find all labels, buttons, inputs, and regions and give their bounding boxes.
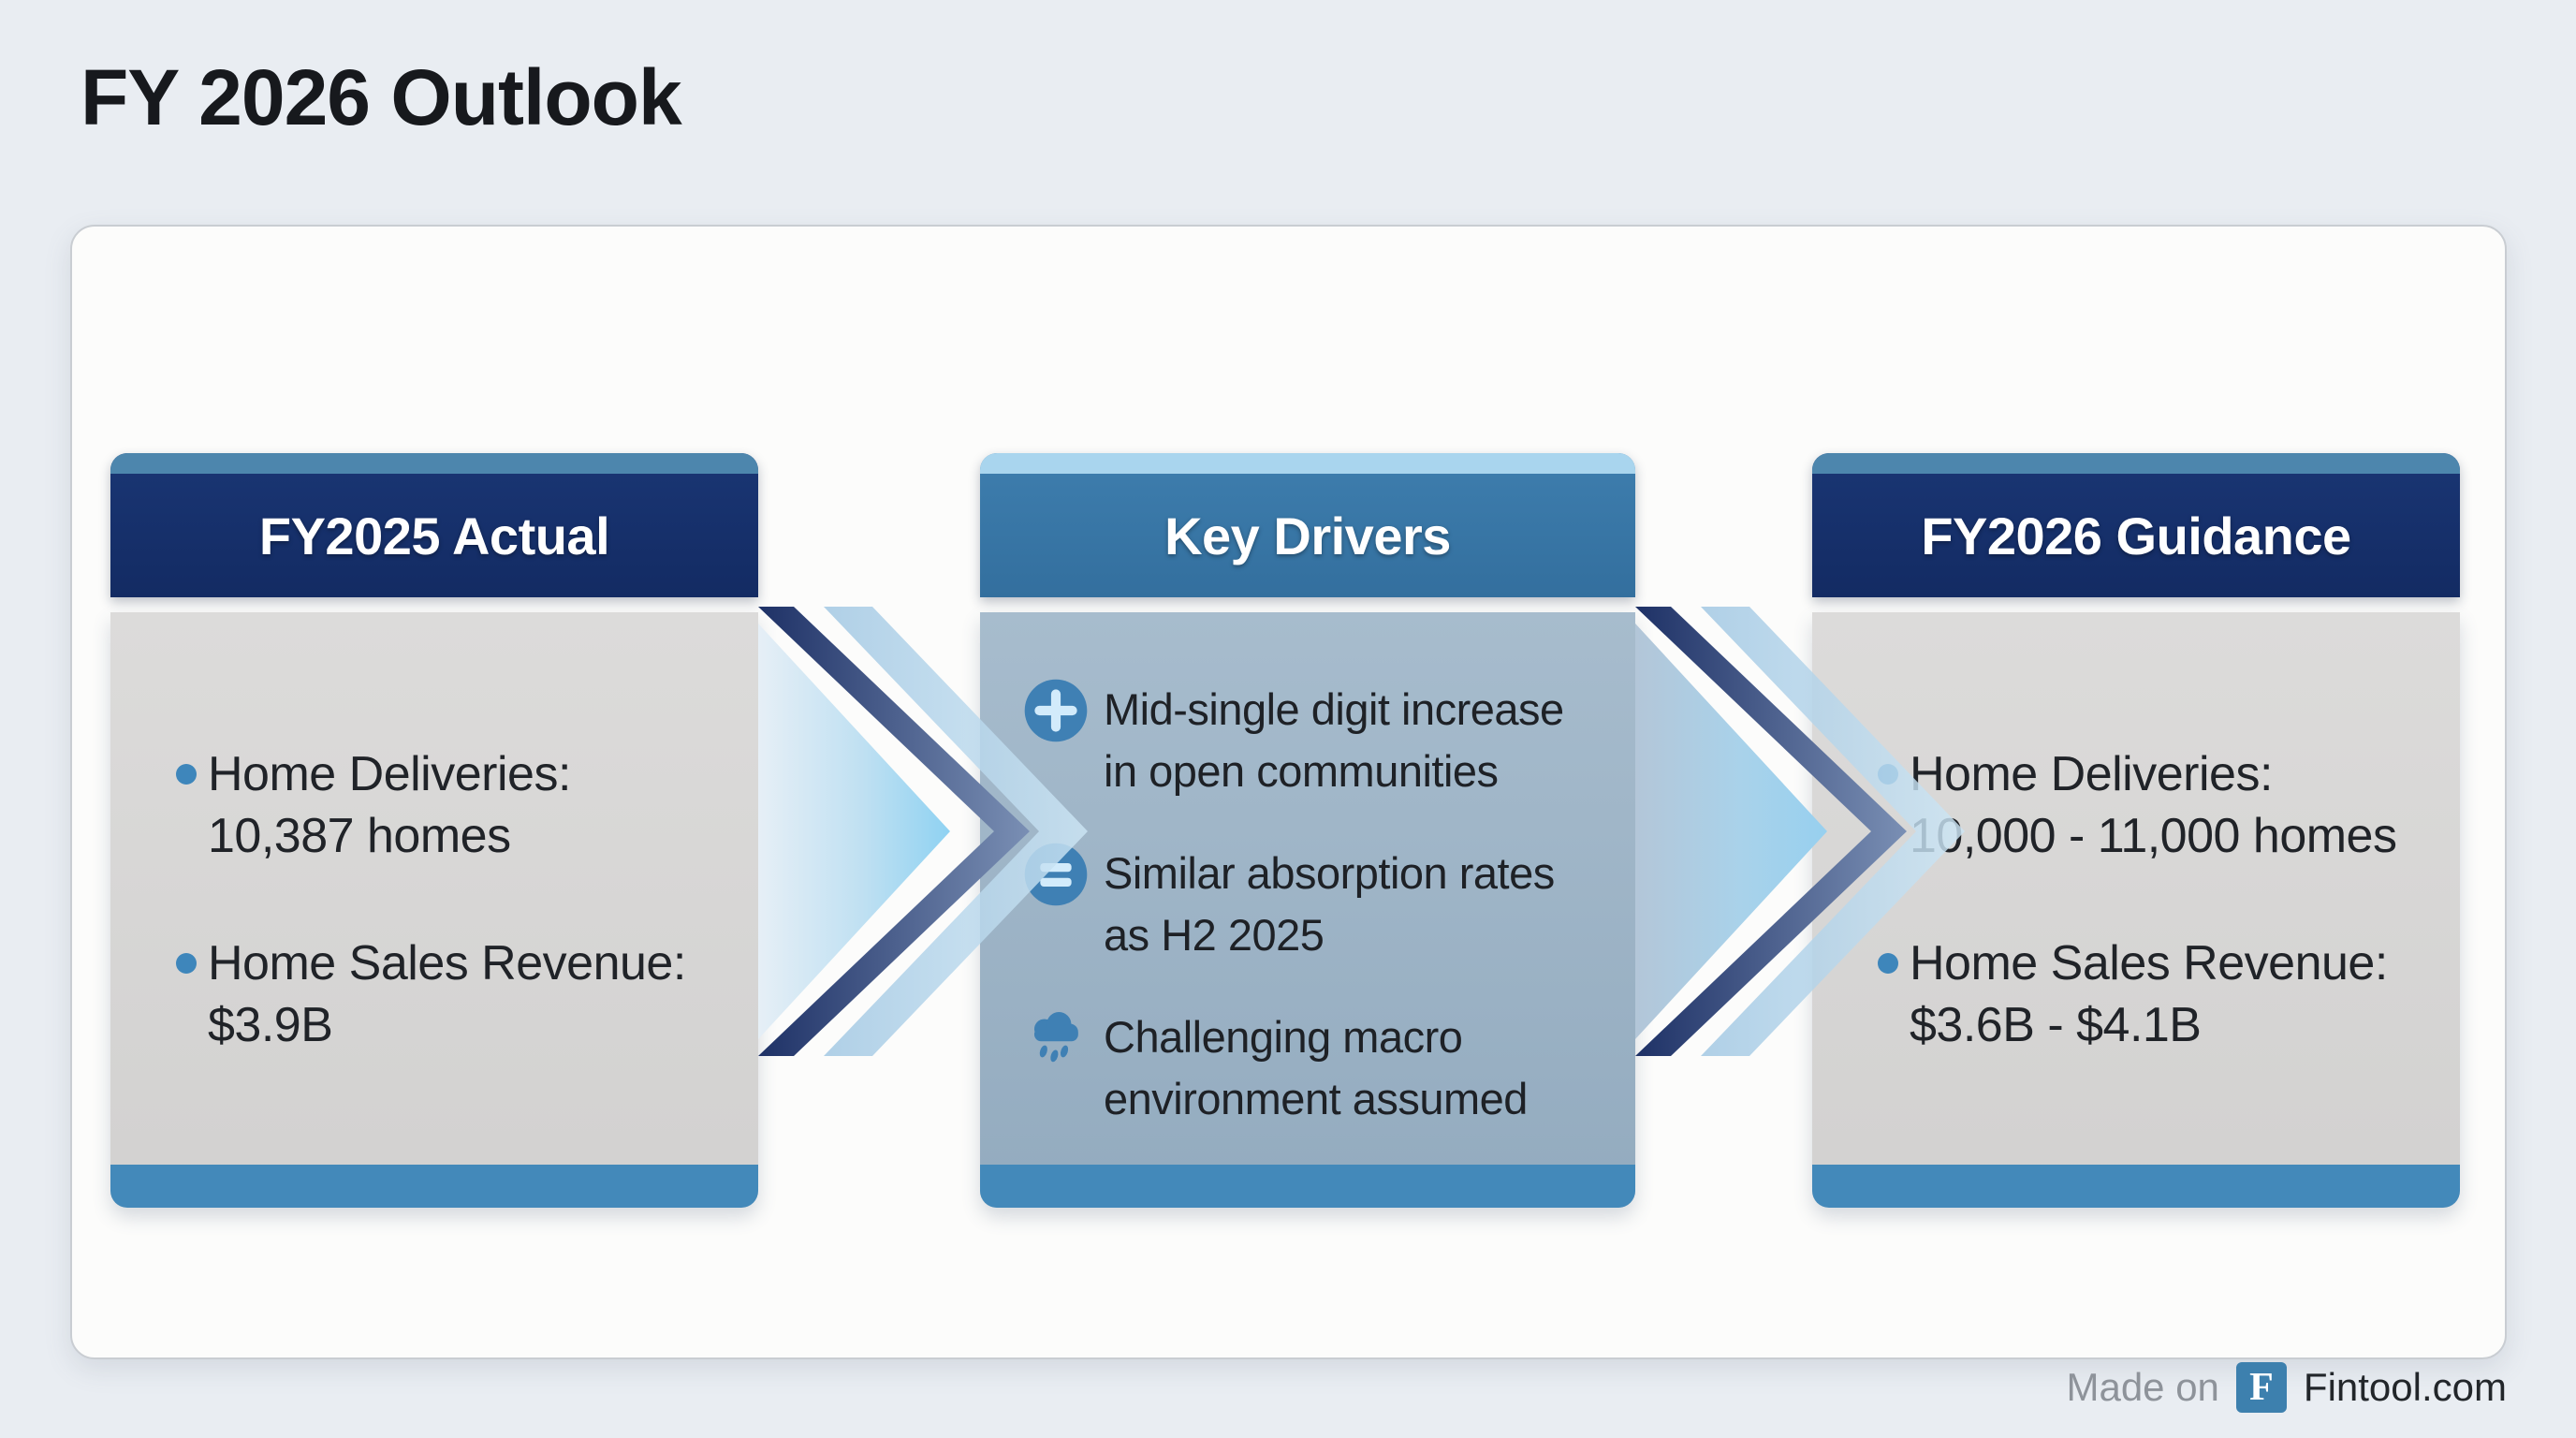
panel-bottom-strip — [1812, 1165, 2460, 1208]
list-item: Home Sales Revenue: $3.9B — [176, 932, 730, 1056]
arrow-chevron-icon — [758, 607, 1088, 1056]
list-item-text: Home Sales Revenue: $3.9B — [208, 936, 686, 1052]
panel-body: Home Deliveries: 10,387 homes Home Sales… — [110, 612, 758, 1208]
panel-body: Mid-single digit increase in open commun… — [980, 612, 1635, 1208]
panel-header-title: Key Drivers — [1164, 506, 1451, 565]
bullet-icon — [176, 953, 197, 974]
arrow-chevron-icon — [1635, 607, 1965, 1056]
bullet-icon — [1878, 953, 1898, 974]
list-item-text: Challenging macro environment assumed — [1104, 1012, 1528, 1123]
panel-key-drivers: Key Drivers Mid-single digit increase in… — [980, 453, 1635, 1208]
bullet-icon — [176, 764, 197, 785]
list-item: Home Deliveries: 10,000 - 11,000 homes — [1878, 743, 2432, 867]
panel-header: Key Drivers — [980, 453, 1635, 597]
panel-bottom-strip — [110, 1165, 758, 1208]
made-on-label: Made on — [2066, 1365, 2219, 1409]
header-accent-strip — [110, 453, 758, 474]
fintool-brand-link[interactable]: Fintool.com — [2303, 1365, 2507, 1409]
plus-icon — [1024, 679, 1088, 742]
rain-cloud-icon — [1033, 1012, 1078, 1063]
list-item: Home Deliveries: 10,387 homes — [176, 743, 730, 867]
list-item-text: Home Sales Revenue: $3.6B - $4.1B — [1910, 936, 2388, 1052]
panel-header-title: FY2026 Guidance — [1921, 506, 2351, 565]
fintool-logo-letter: F — [2249, 1366, 2274, 1409]
panel-bottom-strip — [980, 1165, 1635, 1208]
panel-header: FY2026 Guidance — [1812, 453, 2460, 597]
list-item: Home Sales Revenue: $3.6B - $4.1B — [1878, 932, 2432, 1056]
panel-header-title: FY2025 Actual — [258, 506, 610, 565]
panel-fy2025-actual: FY2025 Actual Home Deliveries: 10,387 ho… — [110, 453, 758, 1208]
page-title: FY 2026 Outlook — [80, 53, 682, 141]
header-accent-strip — [980, 453, 1635, 474]
panel-header: FY2025 Actual — [110, 453, 758, 597]
list-item-text: Similar absorption rates as H2 2025 — [1104, 848, 1555, 960]
list-item: Challenging macro environment assumed — [1021, 1006, 1617, 1130]
list-item-text: Home Deliveries: 10,387 homes — [208, 747, 571, 863]
panel-fy2026-guidance: FY2026 Guidance Home Deliveries: 10,000 … — [1812, 453, 2460, 1208]
list-item-text: Home Deliveries: 10,000 - 11,000 homes — [1910, 747, 2397, 863]
header-accent-strip — [1812, 453, 2460, 474]
list-item-text: Mid-single digit increase in open commun… — [1104, 684, 1564, 796]
fintool-logo: F — [2235, 1362, 2287, 1413]
footer-watermark: Made on F Fintool.com — [2066, 1359, 2507, 1416]
panel-body: Home Deliveries: 10,000 - 11,000 homes H… — [1812, 612, 2460, 1208]
list-item: Mid-single digit increase in open commun… — [1021, 679, 1617, 802]
